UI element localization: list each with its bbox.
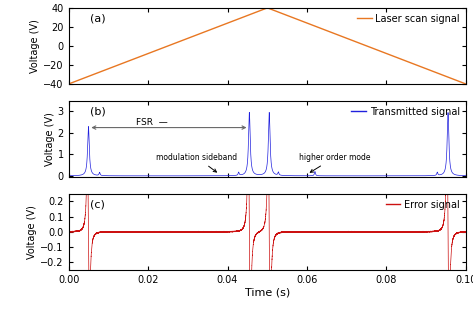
Y-axis label: Voltage (V): Voltage (V)	[44, 112, 55, 166]
Text: (c): (c)	[90, 199, 105, 209]
Text: FSR  —: FSR —	[136, 118, 168, 127]
Text: (a): (a)	[90, 13, 106, 23]
Text: higher order mode: higher order mode	[299, 153, 370, 172]
Legend: Laser scan signal: Laser scan signal	[356, 13, 461, 25]
Legend: Transmitted signal: Transmitted signal	[350, 105, 461, 118]
Y-axis label: Voltage (V): Voltage (V)	[30, 19, 41, 73]
Legend: Error signal: Error signal	[385, 198, 461, 211]
Text: modulation sideband: modulation sideband	[156, 153, 237, 172]
Text: (b): (b)	[90, 106, 106, 116]
Y-axis label: Voltage (V): Voltage (V)	[27, 205, 37, 259]
X-axis label: Time (s): Time (s)	[245, 288, 290, 298]
